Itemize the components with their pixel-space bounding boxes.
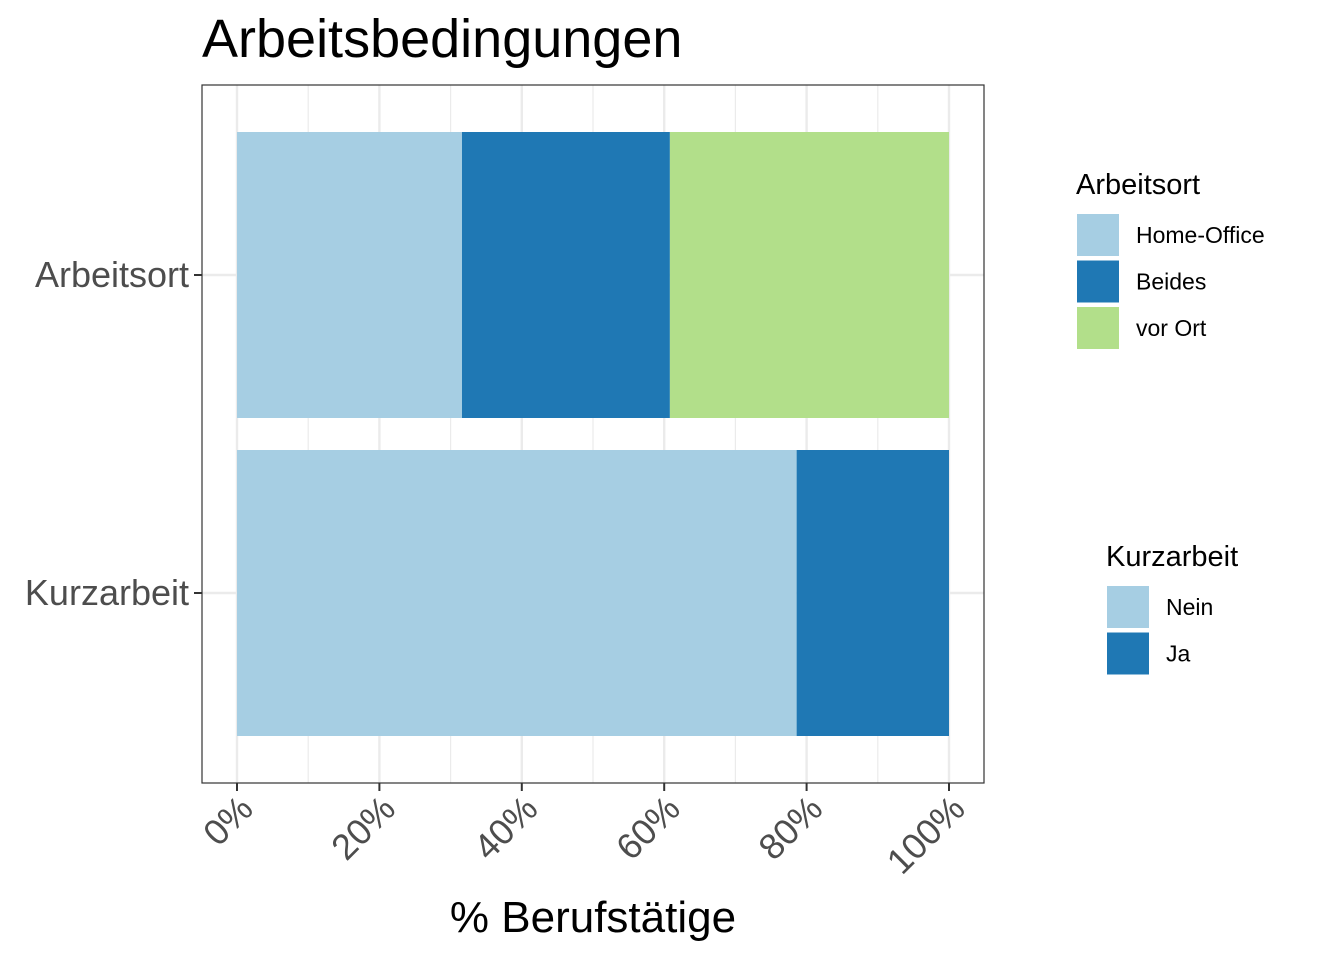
bar-segment: [237, 450, 797, 736]
legend-title: Kurzarbeit: [1106, 541, 1238, 573]
legend-label: Beides: [1136, 269, 1206, 295]
bars: [237, 132, 949, 736]
legends: Arbeitsort Home-Office Beides vor Ort Kurzar…: [1075, 169, 1265, 677]
y-tick-label: Kurzarbeit: [25, 572, 189, 613]
legend-key: [1075, 305, 1121, 351]
legend-key: [1105, 630, 1151, 677]
legend-key: [1075, 258, 1121, 305]
x-tick-label: 40%: [466, 788, 546, 868]
x-tick-label: 80%: [750, 788, 830, 868]
legend-title: Arbeitsort: [1076, 169, 1200, 201]
legend: Arbeitsort Home-Office Beides vor Ort: [1075, 169, 1265, 351]
legend-label: Nein: [1166, 594, 1213, 620]
bar-segment: [669, 132, 949, 418]
x-axis-label: % Berufstätige: [450, 893, 736, 942]
legend-key: [1105, 584, 1151, 630]
x-axis: 0% 20% 40% 60% 80% 100%: [195, 783, 973, 882]
y-axis: Arbeitsort Kurzarbeit: [25, 254, 202, 613]
legend-label: Ja: [1166, 641, 1191, 667]
x-tick-label: 0%: [195, 788, 261, 854]
x-tick-label: 60%: [608, 788, 688, 868]
legend-label: vor Ort: [1136, 315, 1207, 341]
legend: Kurzarbeit Nein Ja: [1105, 541, 1238, 677]
x-tick-label: 100%: [879, 788, 973, 882]
legend-label: Home-Office: [1136, 222, 1265, 248]
bar-segment: [796, 450, 949, 736]
y-tick-label: Arbeitsort: [35, 254, 189, 295]
panel-border: [201, 84, 985, 784]
chart-title: Arbeitsbedingungen: [202, 9, 682, 69]
bar-segment: [461, 132, 670, 418]
bar-segment: [237, 132, 462, 418]
x-tick-label: 20%: [323, 788, 403, 868]
legend-key: [1075, 212, 1121, 258]
